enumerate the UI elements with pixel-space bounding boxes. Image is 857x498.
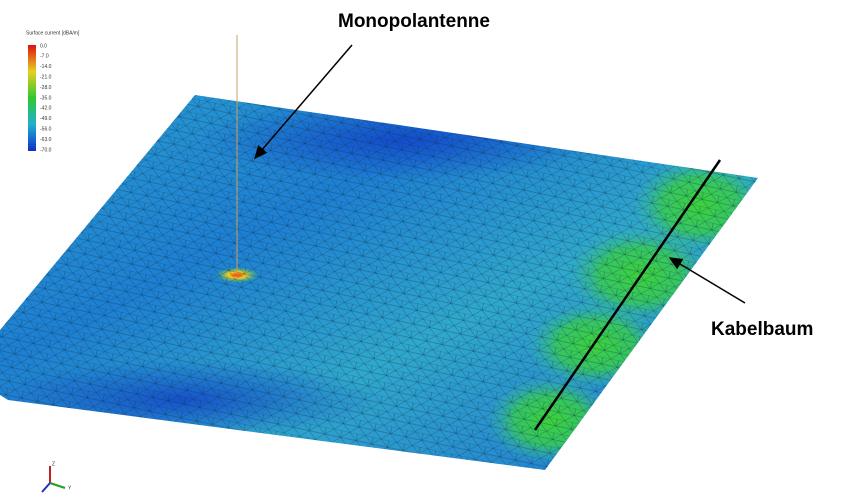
scene: Monopolantenne Kabelbaum Surface current… [0, 0, 857, 498]
legend-label: -14.0 [40, 64, 52, 70]
axis-triad: Z Y [42, 461, 72, 492]
legend-label: -21.0 [40, 75, 52, 81]
page: Monopolantenne Kabelbaum Surface current… [0, 0, 857, 498]
color-bar [28, 45, 36, 151]
legend-label: -56.0 [40, 127, 52, 133]
axis-label: Y [68, 485, 72, 491]
axis-label: Z [52, 461, 55, 467]
legend-label: 0.0 [40, 43, 47, 49]
legend: Surface current [dBA/m] 0.0 -7.0 -14.0 -21.… [26, 30, 80, 153]
legend-label: -70.0 [40, 147, 52, 153]
annotation: Monopolantenne [338, 11, 490, 32]
annotation: Kabelbaum [711, 319, 813, 340]
plate [0, 90, 770, 480]
legend-label: -63.0 [40, 137, 52, 143]
legend-label: -7.0 [40, 54, 49, 60]
legend-label: -35.0 [40, 95, 52, 101]
legend-label: -28.0 [40, 85, 52, 91]
legend-title: Surface current [dBA/m] [26, 30, 80, 36]
legend-label: -42.0 [40, 106, 52, 112]
legend-label: -49.0 [40, 116, 52, 122]
